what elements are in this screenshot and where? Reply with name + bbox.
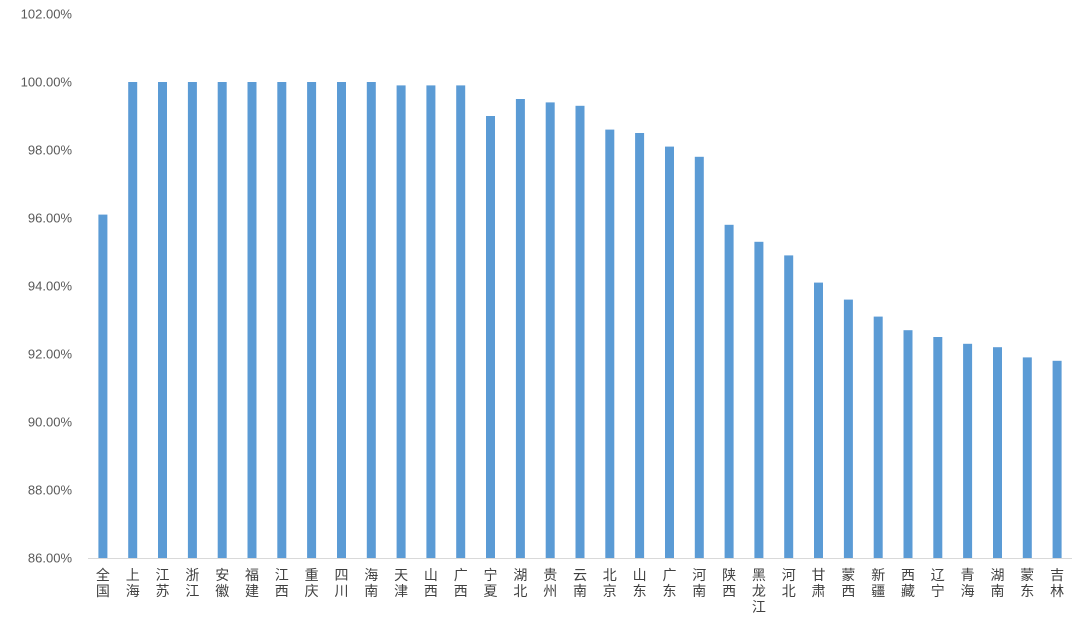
x-tick-label: 江苏 [156,568,170,600]
x-tick-label: 浙江 [185,568,199,600]
x-tick-label: 重庆 [305,568,319,600]
x-tick-label: 全国 [96,567,110,600]
bar [843,299,853,558]
bar [933,337,943,558]
bar [515,99,525,558]
bar [903,330,913,558]
x-tick-label: 宁夏 [484,567,498,600]
bar [158,82,167,558]
x-tick-label: 湖北 [513,568,527,600]
bar [784,255,794,558]
bar [486,116,495,558]
bar [337,82,346,558]
bar [635,133,645,558]
x-tick-label: 河北 [782,568,796,600]
x-tick-label: 河南 [692,568,706,600]
bar [754,241,764,559]
bar [575,105,585,559]
x-tick-label: 贵州 [543,568,557,600]
x-tick-label: 江西 [275,568,289,600]
x-tick-label: 山东 [633,568,647,600]
y-tick-label: 96.00% [28,211,73,226]
bar [1022,357,1032,558]
bar [98,214,108,558]
bar [307,82,317,558]
x-tick-label: 黑龙江 [752,568,766,616]
x-tick-label: 新疆 [871,568,885,600]
y-tick-label: 102.00% [21,7,73,22]
bar [665,146,674,558]
x-axis: 全国上海江苏浙江安徽福建江西重庆四川海南天津山西广西宁夏湖北贵州云南北京山东广东… [96,567,1064,616]
y-tick-label: 100.00% [21,75,73,90]
y-axis: 102.00% 100.00% 98.00% 96.00% 94.00% 92.00% 90… [21,7,73,566]
y-tick-label: 90.00% [28,415,73,430]
bar [277,82,287,558]
bars-group [98,82,1062,559]
x-tick-label: 山西 [424,568,438,600]
x-tick-label: 广西 [454,568,468,600]
x-tick-label: 吉林 [1050,568,1064,600]
x-tick-label: 广东 [663,568,677,600]
bar [456,85,466,559]
x-tick-label: 北京 [603,568,617,600]
y-tick-label: 94.00% [28,279,73,294]
bar [247,82,257,558]
x-tick-label: 湖南 [991,568,1005,600]
x-tick-label: 青海 [961,568,975,600]
x-tick-label: 西藏 [901,568,915,600]
y-tick-label: 86.00% [28,551,73,566]
x-tick-label: 蒙西 [841,568,855,600]
x-tick-label: 四川 [335,568,349,600]
x-tick-label: 天津 [394,568,408,600]
bar [545,102,555,559]
x-tick-label: 海南 [364,568,378,600]
bar [724,224,734,559]
bar [814,282,823,558]
x-tick-label: 安徽 [215,568,229,600]
x-tick-label: 蒙东 [1020,568,1034,600]
bar [993,347,1002,558]
x-tick-label: 上海 [126,568,140,600]
x-tick-label: 陕西 [722,568,736,600]
x-tick-label: 云南 [573,568,587,600]
bar [366,82,376,558]
bar [694,156,704,559]
bar [873,316,883,558]
bar [217,82,227,558]
bar [128,82,138,558]
bar [396,85,406,559]
x-tick-label: 甘肃 [812,568,826,600]
x-tick-label: 福建 [245,568,259,600]
y-tick-label: 88.00% [28,483,73,498]
bar [605,129,615,558]
bar [426,85,436,559]
x-tick-label: 辽宁 [931,568,945,600]
y-tick-label: 98.00% [28,143,73,158]
bar [1052,360,1062,558]
bar [187,82,197,558]
bar [963,343,973,558]
y-tick-label: 92.00% [28,347,73,362]
